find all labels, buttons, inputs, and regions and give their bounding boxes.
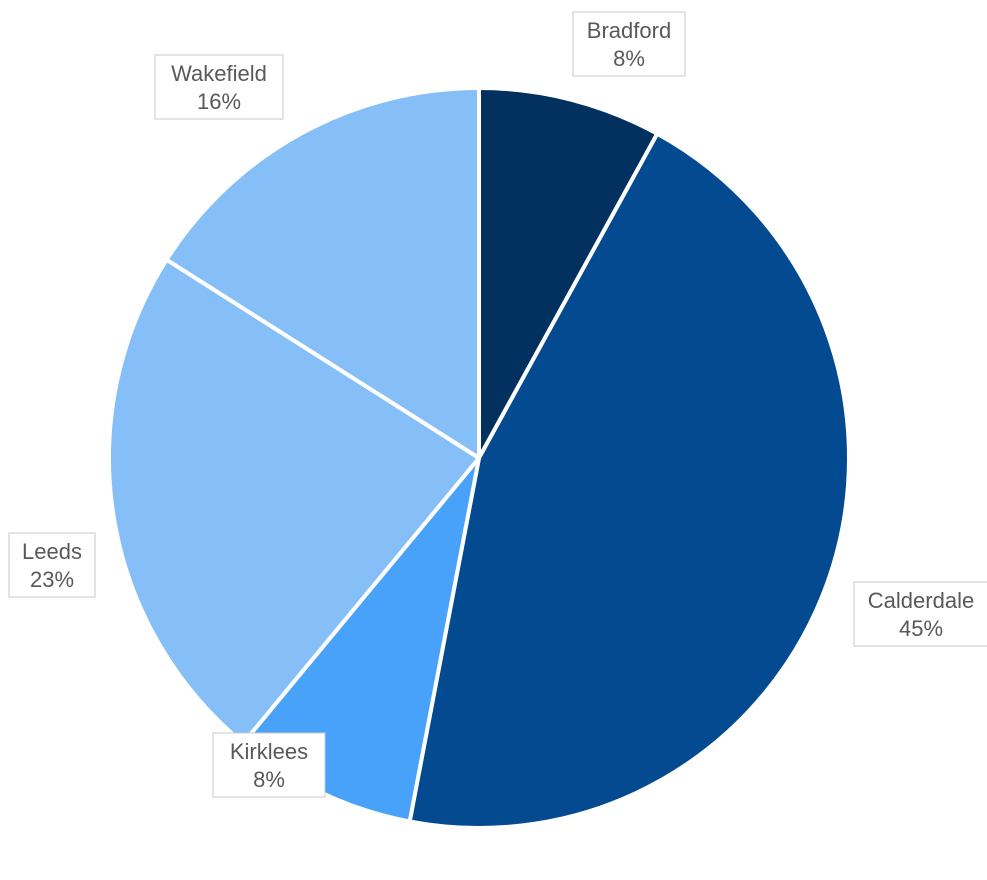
pie-slice-wakefield xyxy=(164,86,481,460)
data-label-value-wakefield: 16% xyxy=(197,89,241,114)
data-label-box-kirklees xyxy=(212,732,326,798)
data-label-category-wakefield: Wakefield xyxy=(171,61,267,86)
data-label-wakefield: Wakefield 16% xyxy=(154,54,284,120)
data-label-value-bradford: 8% xyxy=(613,46,645,71)
data-label-value-kirklees: 8% xyxy=(253,767,285,792)
pie-slice-bradford xyxy=(477,86,660,460)
pie-labels: Bradford 8% Calderdale 45% Kirklees 8% Leeds 23… xyxy=(8,11,987,798)
pie-slice-leeds xyxy=(107,257,481,746)
data-label-category-calderdale: Calderdale xyxy=(868,588,974,613)
data-label-kirklees: Kirklees 8% xyxy=(212,732,326,798)
pie-slice-calderdale xyxy=(407,131,852,830)
data-label-value-calderdale: 45% xyxy=(899,616,943,641)
data-label-bradford: Bradford 8% xyxy=(572,11,686,77)
data-label-box-wakefield xyxy=(154,54,284,120)
pie-slices xyxy=(107,86,852,830)
data-label-box-bradford xyxy=(572,11,686,77)
data-label-category-bradford: Bradford xyxy=(587,18,671,43)
data-label-leeds: Leeds 23% xyxy=(8,532,96,598)
data-label-box-leeds xyxy=(8,532,96,598)
data-label-category-kirklees: Kirklees xyxy=(230,739,308,764)
data-label-box-calderdale xyxy=(853,581,987,647)
data-label-calderdale: Calderdale 45% xyxy=(853,581,987,647)
data-label-category-leeds: Leeds xyxy=(22,539,82,564)
data-label-value-leeds: 23% xyxy=(30,567,74,592)
